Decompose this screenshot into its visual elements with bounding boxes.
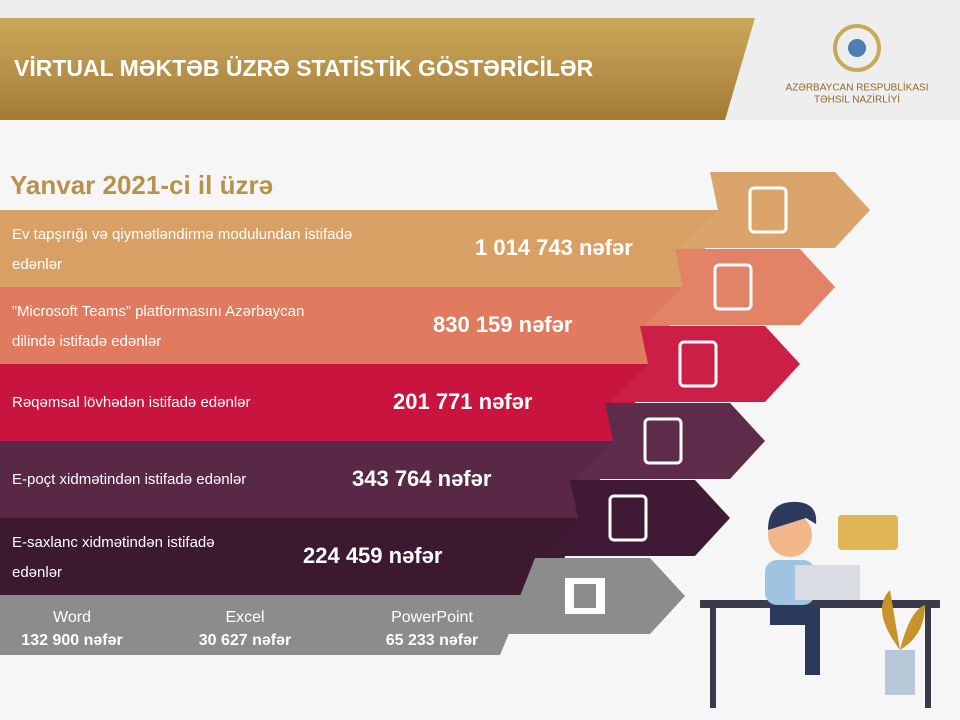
row-label: E-poçt xidmətindən istifadə edənlər	[12, 471, 246, 488]
row-band	[0, 287, 685, 364]
office-icon	[565, 578, 605, 614]
office-value: 30 627 nəfər	[199, 632, 292, 649]
row-band	[0, 210, 720, 287]
office-name: Word	[53, 609, 91, 626]
row-label: edənlər	[12, 564, 62, 581]
row-label: ”Microsoft Teams” platformasını Azərbayc…	[12, 303, 304, 320]
row-chevron	[575, 403, 765, 479]
org-name: AZƏRBAYCAN RESPUBLİKASI	[786, 81, 929, 94]
row-value: 830 159 nəfər	[433, 312, 573, 337]
row-icon	[678, 340, 718, 388]
illustration	[700, 501, 940, 708]
row-label: E-saxlanc xidmətindən istifadə	[12, 534, 215, 551]
row-label: Rəqəmsal lövhədən istifadə edənlər	[12, 394, 250, 411]
row-band	[0, 364, 650, 441]
office-value: 132 900 nəfər	[21, 632, 122, 649]
row-label: edənlər	[12, 256, 62, 273]
row-value: 343 764 nəfər	[352, 466, 492, 491]
office-name: PowerPoint	[391, 609, 473, 626]
row-icon	[608, 494, 648, 542]
row-label: dilində istifadə edənlər	[12, 333, 161, 350]
row-value: 1 014 743 nəfər	[475, 235, 633, 260]
logo	[833, 24, 881, 72]
row-icon	[713, 263, 753, 311]
row-chevron	[540, 480, 730, 556]
row-value: 224 459 nəfər	[303, 543, 443, 568]
row-chevron	[645, 249, 835, 325]
subtitle: Yanvar 2021-ci il üzrə	[10, 170, 273, 200]
office-name: Excel	[225, 609, 264, 626]
row-chevron	[610, 326, 800, 402]
row-value: 201 771 nəfər	[393, 389, 533, 414]
row-label: Ev tapşırığı və qiymətləndirmə modulunda…	[12, 226, 352, 243]
row-icon	[748, 186, 788, 234]
row-band	[0, 518, 580, 595]
header-band	[0, 18, 755, 120]
row-chevron	[680, 172, 870, 248]
header-title: VİRTUAL MƏKTƏB ÜZRƏ STATİSTİK GÖSTƏRİCİL…	[14, 55, 594, 81]
row-band	[0, 441, 615, 518]
office-value: 65 233 nəfər	[386, 632, 479, 649]
office-band	[0, 595, 525, 655]
org-name: TƏHSİL NAZİRLİYİ	[814, 93, 900, 106]
row-icon	[643, 417, 683, 465]
